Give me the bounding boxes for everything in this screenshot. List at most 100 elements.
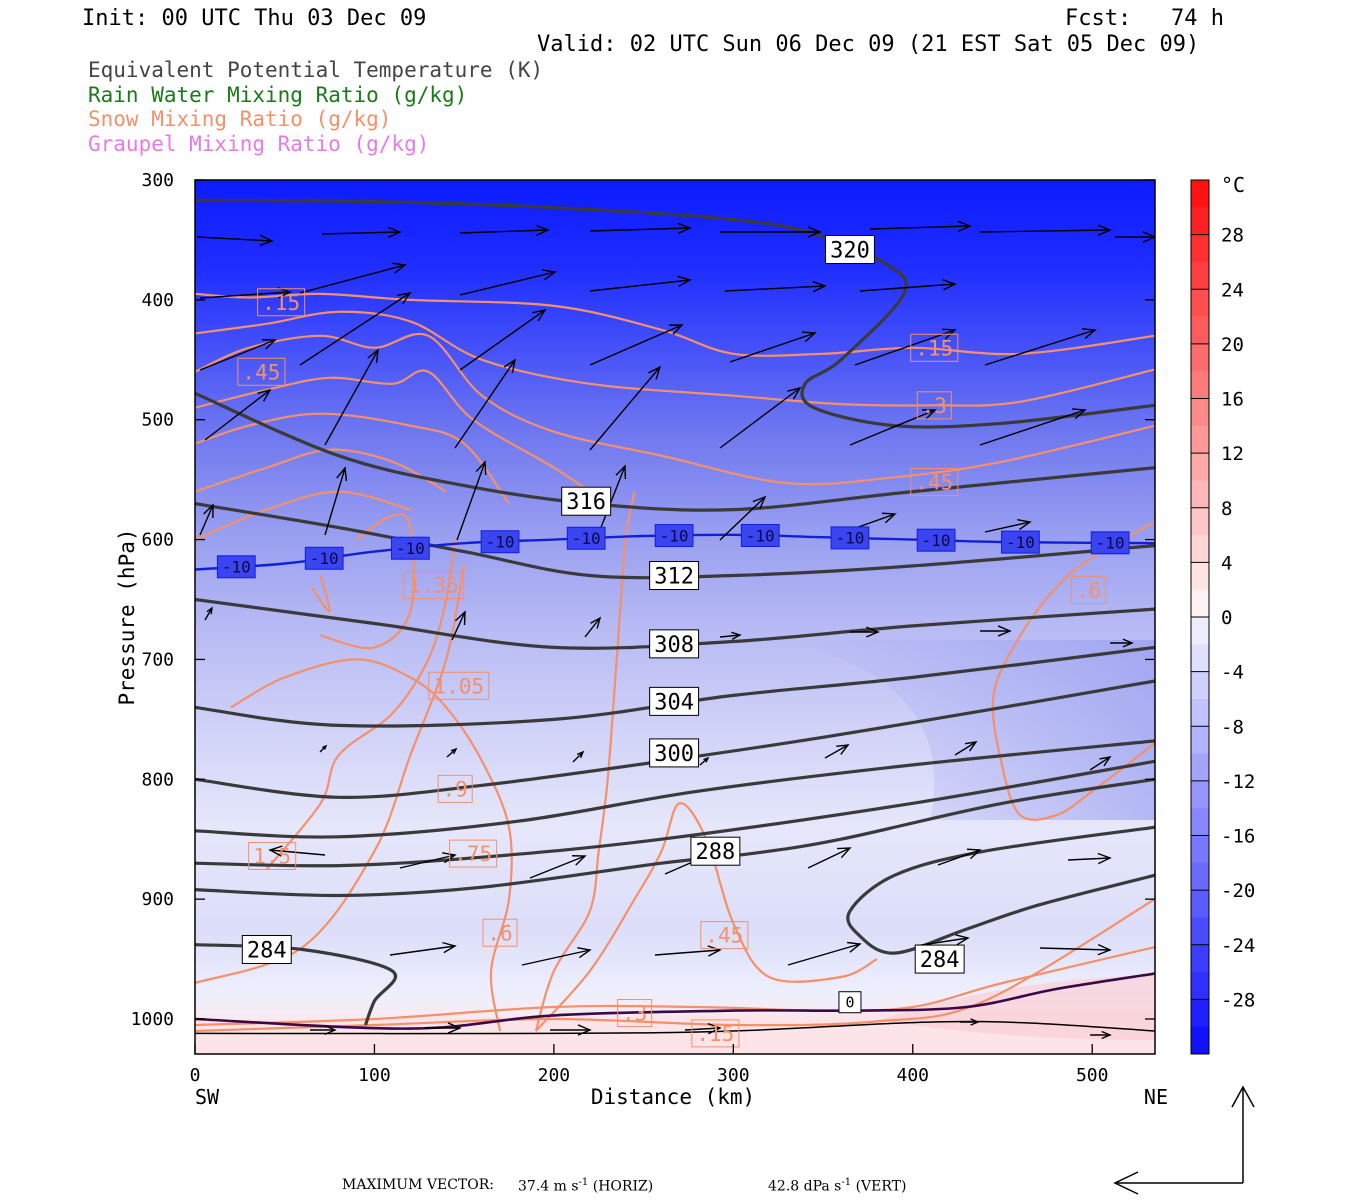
wind-vector-7: [1115, 231, 1155, 243]
snow-label-4: .9: [443, 777, 468, 801]
colorbar-band: [1191, 617, 1209, 645]
snow-label-0-box: [257, 288, 306, 317]
snow-label-7: .6: [487, 921, 512, 945]
snow-label-10-box: [691, 1019, 740, 1048]
y-tick-label-1: 400: [141, 290, 174, 311]
minus10-label-5: -10: [660, 526, 689, 545]
theta-e-label-8: 288: [695, 840, 735, 865]
x-tick-label-2: 200: [538, 1065, 571, 1086]
snow-contour-12: [534, 491, 636, 1032]
colorbar-band: [1191, 890, 1209, 918]
wind-vector-46: [824, 744, 850, 759]
wind-vector-64: [684, 1022, 722, 1035]
colorbar-band: [1191, 589, 1209, 618]
minus10-label-7: -10: [836, 529, 865, 548]
snow-label-8: .45: [705, 924, 743, 948]
wind-vector-47: [954, 741, 978, 756]
y-tick-label-0: 300: [141, 170, 174, 191]
colorbar-band: [1191, 425, 1209, 454]
max-vector-label: MAXIMUM VECTOR:: [342, 1177, 494, 1193]
minus10-label-5-box: [654, 524, 694, 548]
surface-line: [195, 1020, 1155, 1035]
colorbar-band: [1191, 316, 1209, 345]
snow-label-4-box: [437, 774, 473, 803]
y-axis: 300 400 500 600 700 800 900 1000: [131, 170, 1155, 1030]
wind-vector-12: [724, 280, 827, 293]
theta-e-label-5-box: [649, 738, 700, 768]
snow-label-0: .15: [262, 291, 300, 315]
snow-contour-10: [265, 539, 457, 870]
snow-label-6-box: [248, 841, 297, 870]
snow-contour-15: [195, 898, 1155, 1033]
colorbar-label-2: 20: [1221, 334, 1244, 356]
wind-vector-57: [521, 946, 592, 966]
colorbar-label-6: 4: [1221, 552, 1232, 574]
snow-label-2-box: [403, 571, 465, 600]
wind-vector-48: [1089, 756, 1112, 771]
minus10-label-9-box: [1001, 530, 1040, 554]
snow-label-12-box: [916, 391, 952, 420]
theta-e-label-3-box: [649, 629, 700, 659]
theta-e-label-1: 316: [566, 490, 606, 515]
minus10-label-4: -10: [572, 529, 601, 548]
snow-label-11-box: [910, 333, 959, 362]
theta-e-label-0-box: [824, 235, 875, 265]
snow-label-11: .15: [915, 336, 953, 360]
theta-e-label-0: 320: [830, 238, 870, 263]
snow-contour-16: [991, 520, 1155, 821]
minus10-label-6: -10: [746, 526, 775, 545]
wind-vector-49: [268, 845, 326, 857]
wind-vector-15: [299, 292, 412, 366]
wind-vector-62: [425, 1022, 462, 1034]
colorbar-band: [1191, 480, 1209, 509]
wind-vector-20: [984, 328, 1097, 366]
reference-vector: [1113, 1085, 1255, 1195]
legend-snow: Snow Mixing Ratio (g/kg): [88, 107, 392, 131]
y-tick-label-3: 600: [141, 530, 174, 551]
colorbar-band: [1191, 698, 1209, 727]
wind-vector-30: [456, 460, 487, 541]
colorbar-label-0: 28: [1221, 225, 1244, 247]
minus10-label-4-box: [566, 526, 606, 550]
temperature-colorbar: 28 24 20 16 12 8 4 0 -4 -8 -12 -16 -20 -24 -28: [1190, 179, 1255, 1055]
wind-vector-29: [324, 466, 348, 536]
x-tick-label-1: 100: [358, 1065, 391, 1086]
colorbar-band: [1191, 180, 1209, 208]
minus10-label-7-box: [830, 526, 870, 550]
wind-vector-0: [196, 234, 274, 247]
snow-label-8-box: [700, 921, 749, 950]
snow-contour-5: [195, 448, 447, 493]
snow-label-12: .3: [922, 394, 947, 418]
snow-label-3: 1.05: [433, 674, 484, 698]
snow-contour-7: [310, 575, 331, 613]
wind-vector-34: [984, 518, 1032, 533]
colorbar-band: [1191, 234, 1209, 263]
colorbar-label-7: 0: [1221, 607, 1232, 629]
plot-frame: [194, 179, 1156, 1055]
colorbar-band: [1191, 1026, 1209, 1055]
theta-e-312-2: [195, 502, 1155, 580]
wind-vector-13: [859, 279, 957, 292]
wind-vector-38: [719, 631, 742, 640]
valid-time: Valid: 02 UTC Sun 06 Dec 09 (21 EST Sat …: [537, 32, 1200, 57]
colorbar-band: [1191, 972, 1209, 1000]
theta-e-label-3: 308: [654, 633, 694, 658]
wind-vector-4: [720, 226, 822, 238]
colorbar-band: [1191, 753, 1209, 782]
y-tick-label-5: 800: [141, 769, 174, 790]
legend-theta-e: Equivalent Potential Temperature (K): [88, 58, 544, 82]
x-tick-label-4: 400: [896, 1065, 929, 1086]
wind-vector-67: [310, 1024, 337, 1036]
wind-vector-3: [589, 222, 692, 235]
wind-vector-22: [324, 348, 379, 446]
snow-label-5: .75: [454, 842, 492, 866]
wind-vector-61: [1039, 943, 1112, 956]
minus10-label-8: -10: [922, 531, 951, 550]
snow-contour-6: [195, 490, 411, 541]
snow-contour-8: [230, 658, 513, 1032]
wind-vector-28: [199, 503, 214, 536]
y-tick-label-6: 900: [141, 889, 174, 910]
wind-vector-19: [854, 328, 957, 366]
wind-vector-10: [459, 269, 557, 296]
wind-vector-63: [550, 1024, 592, 1036]
